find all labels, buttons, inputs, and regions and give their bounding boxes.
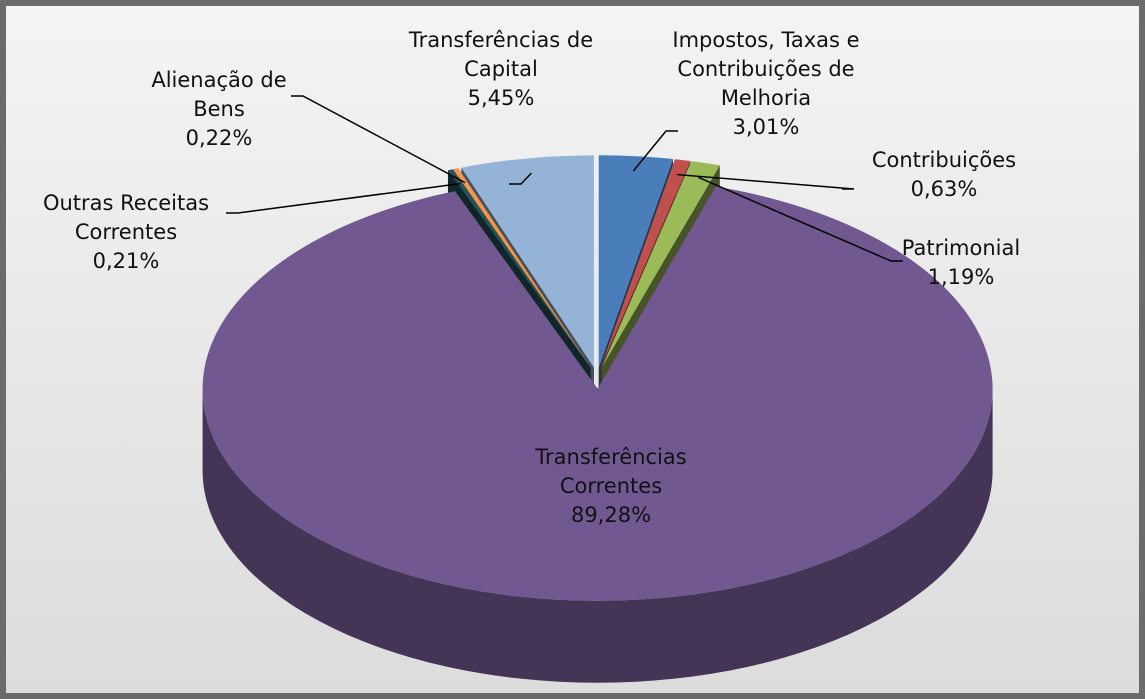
label-name: Contribuições [871,148,1017,172]
slice [461,155,594,368]
slice [600,159,691,368]
slice [447,169,591,368]
slice-label: Transferências de Capital 5,45% [406,26,596,113]
label-value: 3,01% [732,115,800,139]
label-name: Patrimonial [901,236,1021,260]
label-name: Transferências de Capital [408,28,594,81]
label-name: Transferências Correntes [535,445,687,498]
pie-canvas [202,95,993,683]
slice-label: Alienação de Bens 0,22% [124,66,314,153]
label-value: 1,19% [927,265,995,289]
leader-line [291,95,466,184]
label-value: 0,63% [910,177,978,201]
label-name: Outras Receitas Correntes [42,191,210,244]
label-value: 5,45% [467,86,535,110]
slice-label: Impostos, Taxas e Contribuições de Melho… [656,26,876,142]
leader-line [632,130,678,172]
slice-label: Transferências Correntes 89,28% [511,443,711,530]
slice-label: Outras Receitas Correntes 0,21% [6,189,246,276]
leader-line [509,172,532,185]
slice [453,168,591,368]
slice [202,186,993,601]
label-value: 0,22% [185,126,253,150]
slice [598,155,673,368]
slice-label: Patrimonial 1,19% [876,234,1046,292]
label-name: Alienação de Bens [151,68,287,121]
slice-label: Contribuições 0,63% [844,146,1044,204]
leader-line [676,173,855,190]
label-value: 89,28% [570,503,652,527]
leader-line [226,182,461,214]
leader-line [698,176,903,262]
slice-side [202,388,993,683]
label-name: Impostos, Taxas e Contribuições de Melho… [672,28,860,110]
label-value: 0,21% [92,249,160,273]
slice [601,161,720,368]
